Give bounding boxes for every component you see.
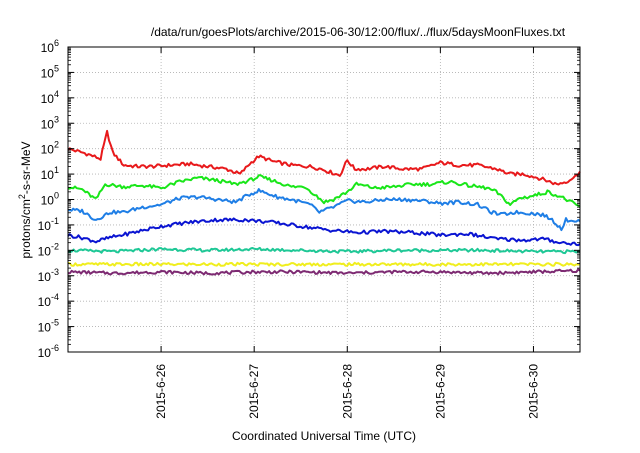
- axes: 10610510410310210110010-110-210-310-410-…: [38, 38, 580, 419]
- x-tick-label: 2015-6-30: [526, 364, 540, 419]
- y-tick-label-base: 10: [41, 92, 55, 106]
- y-tick-label-base: 10: [41, 66, 55, 80]
- x-axis-label: Coordinated Universal Time (UTC): [232, 429, 416, 443]
- y-axis-label-superscript: 2: [17, 194, 27, 199]
- y-tick-label-exponent: 1: [54, 165, 59, 175]
- y-tick-label-base: 10: [38, 244, 52, 258]
- y-tick-label-exponent: -3: [51, 267, 59, 277]
- y-tick-label: 103: [41, 114, 59, 131]
- y-tick-label: 10-1: [38, 216, 59, 233]
- y-tick-label: 10-3: [38, 267, 59, 284]
- y-tick-label-exponent: 5: [54, 63, 59, 73]
- y-axis-label-main: protons/cm: [19, 199, 33, 258]
- x-tick-label: 2015-6-28: [340, 364, 354, 419]
- series-line-7: [67, 268, 581, 276]
- y-tick-label-base: 10: [41, 143, 55, 157]
- y-tick-label-exponent: -2: [51, 241, 59, 251]
- y-tick-label-base: 10: [41, 41, 55, 55]
- x-tick-label: 2015-6-27: [247, 364, 261, 419]
- y-tick-label-base: 10: [41, 168, 55, 182]
- chart-title: /data/run/goesPlots/archive/2015-06-30/1…: [151, 25, 566, 39]
- series-line-1: [67, 129, 581, 186]
- y-tick-label-exponent: -5: [51, 318, 59, 328]
- y-tick-label-base: 10: [38, 219, 52, 233]
- y-tick-label: 104: [41, 89, 59, 106]
- y-tick-label: 100: [41, 191, 59, 208]
- y-axis-label: protons/cm2-s-sr-MeV: [17, 141, 33, 258]
- y-tick-label-base: 10: [38, 321, 52, 335]
- y-tick-label: 10-4: [38, 292, 59, 309]
- series-line-2: [67, 174, 581, 208]
- y-tick-label-base: 10: [38, 295, 52, 309]
- y-tick-label-exponent: 6: [54, 38, 59, 48]
- y-tick-label-exponent: -1: [51, 216, 59, 226]
- y-tick-label-base: 10: [38, 270, 52, 284]
- y-tick-label-base: 10: [41, 194, 55, 208]
- y-tick-label-base: 10: [38, 346, 52, 360]
- y-axis-label-suffix: -s-sr-MeV: [19, 141, 33, 194]
- y-tick-label-exponent: 3: [54, 114, 59, 124]
- y-tick-label: 106: [41, 38, 59, 55]
- x-tick-label: 2015-6-26: [154, 364, 168, 419]
- series-line-3: [67, 188, 581, 232]
- series-line-4: [67, 217, 581, 247]
- x-tick-label: 2015-6-29: [433, 364, 447, 419]
- series-layer: [67, 129, 581, 276]
- y-tick-label: 10-2: [38, 241, 59, 258]
- y-tick-label-base: 10: [41, 117, 55, 131]
- y-tick-label-exponent: 4: [54, 89, 59, 99]
- y-tick-label: 102: [41, 140, 59, 157]
- y-tick-label-exponent: -4: [51, 292, 59, 302]
- y-tick-label: 105: [41, 63, 59, 80]
- y-tick-label: 10-6: [38, 343, 59, 360]
- y-tick-label-exponent: -6: [51, 343, 59, 353]
- y-tick-label-exponent: 0: [54, 191, 59, 201]
- y-tick-label: 10-5: [38, 318, 59, 335]
- y-tick-label: 101: [41, 165, 59, 182]
- y-tick-label-exponent: 2: [54, 140, 59, 150]
- series-line-6: [67, 261, 581, 267]
- series-line-5: [67, 246, 581, 255]
